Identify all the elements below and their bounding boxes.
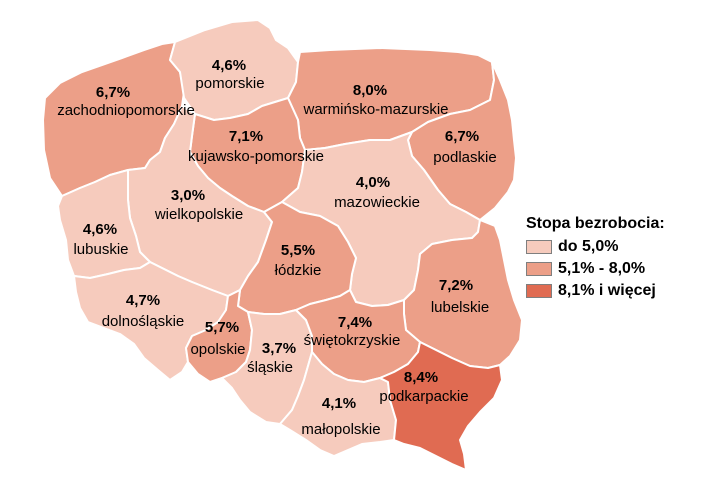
name-zachodniopomorskie: zachodniopomorskie xyxy=(57,102,195,119)
value-opolskie: 5,7% xyxy=(205,319,239,336)
value-slaskie: 3,7% xyxy=(262,340,296,357)
value-lubelskie: 7,2% xyxy=(439,277,473,294)
region-malopolskie xyxy=(279,351,397,457)
value-podlaskie: 6,7% xyxy=(445,128,479,145)
name-dolnoslaskie: dolnośląskie xyxy=(102,313,185,330)
name-opolskie: opolskie xyxy=(190,341,245,358)
name-lubelskie: lubelskie xyxy=(431,299,489,316)
value-mazowieckie: 4,0% xyxy=(356,174,390,191)
region-opolskie xyxy=(185,289,253,383)
legend-label-mid: 5,1% - 8,0% xyxy=(558,260,646,277)
value-swietokrzyskie: 7,4% xyxy=(338,314,372,331)
value-wielkopolskie: 3,0% xyxy=(171,187,205,204)
legend-swatch-high xyxy=(526,284,552,298)
name-lubuskie: lubuskie xyxy=(73,241,128,258)
legend-item-high: 8,1% i więcej xyxy=(526,280,665,302)
name-lodzkie: łódzkie xyxy=(275,262,322,279)
legend-label-low: do 5,0% xyxy=(558,238,619,255)
name-warminsko-mazurskie: warmińsko-mazurskie xyxy=(302,101,448,118)
name-swietokrzyskie: świętokrzyskie xyxy=(304,332,401,349)
value-kujawsko-pomorskie: 7,1% xyxy=(229,128,263,145)
name-wielkopolskie: wielkopolskie xyxy=(154,206,243,223)
region-podkarpackie xyxy=(379,341,503,471)
name-slaskie: śląskie xyxy=(247,359,293,376)
value-dolnoslaskie: 4,7% xyxy=(126,292,160,309)
legend-item-low: do 5,0% xyxy=(526,236,665,258)
value-lubuskie: 4,6% xyxy=(83,221,117,238)
name-kujawsko-pomorskie: kujawsko-pomorskie xyxy=(188,148,324,165)
name-podkarpackie: podkarpackie xyxy=(379,388,468,405)
legend-swatch-mid xyxy=(526,262,552,276)
name-mazowieckie: mazowieckie xyxy=(334,194,420,211)
legend-label-high: 8,1% i więcej xyxy=(558,282,656,299)
value-pomorskie: 4,6% xyxy=(212,57,246,74)
legend-item-mid: 5,1% - 8,0% xyxy=(526,258,665,280)
value-warminsko-mazurskie: 8,0% xyxy=(353,82,387,99)
value-zachodniopomorskie: 6,7% xyxy=(96,84,130,101)
value-malopolskie: 4,1% xyxy=(322,395,356,412)
legend-title: Stopa bezrobocia: xyxy=(526,215,665,232)
name-podlaskie: podlaskie xyxy=(433,149,496,166)
value-lodzkie: 5,5% xyxy=(281,242,315,259)
name-pomorskie: pomorskie xyxy=(195,75,264,92)
name-malopolskie: małopolskie xyxy=(301,421,380,438)
legend: Stopa bezrobocia: do 5,0% 5,1% - 8,0% 8,… xyxy=(526,215,665,302)
value-podkarpackie: 8,4% xyxy=(404,369,438,386)
legend-swatch-low xyxy=(526,240,552,254)
